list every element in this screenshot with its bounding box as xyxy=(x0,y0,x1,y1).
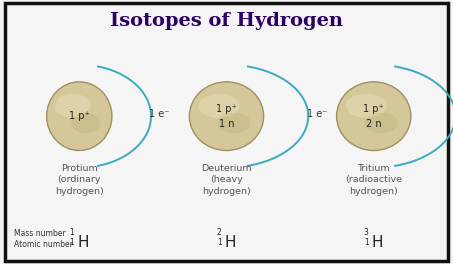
Text: 3: 3 xyxy=(364,228,369,237)
Text: 1 p⁺: 1 p⁺ xyxy=(69,111,90,121)
Ellipse shape xyxy=(364,113,398,133)
Ellipse shape xyxy=(337,82,411,150)
Ellipse shape xyxy=(217,113,251,133)
Text: 1: 1 xyxy=(70,228,74,237)
Text: Tritium
(radioactive
hydrogen): Tritium (radioactive hydrogen) xyxy=(345,164,402,196)
Text: 1: 1 xyxy=(217,238,222,247)
Text: Atomic number: Atomic number xyxy=(14,240,72,249)
Text: 1: 1 xyxy=(70,238,74,247)
Text: H: H xyxy=(371,235,383,250)
Text: 2: 2 xyxy=(217,228,222,237)
Ellipse shape xyxy=(47,82,112,150)
Text: Protium
(ordinary
hydrogen): Protium (ordinary hydrogen) xyxy=(55,164,104,196)
Ellipse shape xyxy=(198,94,240,118)
Text: 1 e⁻: 1 e⁻ xyxy=(149,110,169,119)
Ellipse shape xyxy=(55,94,91,118)
Ellipse shape xyxy=(71,113,101,133)
Text: 1: 1 xyxy=(364,238,369,247)
Text: Isotopes of Hydrogen: Isotopes of Hydrogen xyxy=(110,12,343,30)
Text: H: H xyxy=(224,235,236,250)
Ellipse shape xyxy=(189,82,264,150)
Text: Mass number: Mass number xyxy=(14,229,65,238)
Text: 1 p⁺: 1 p⁺ xyxy=(363,103,384,114)
Text: 1 e⁻: 1 e⁻ xyxy=(307,110,328,119)
Text: Deuterium
(heavy
hydrogen): Deuterium (heavy hydrogen) xyxy=(201,164,252,196)
Text: 1 p⁺: 1 p⁺ xyxy=(216,103,237,114)
Text: 2 n: 2 n xyxy=(366,119,381,129)
Text: H: H xyxy=(77,235,88,250)
Ellipse shape xyxy=(346,94,387,118)
Text: 1 n: 1 n xyxy=(219,119,234,129)
